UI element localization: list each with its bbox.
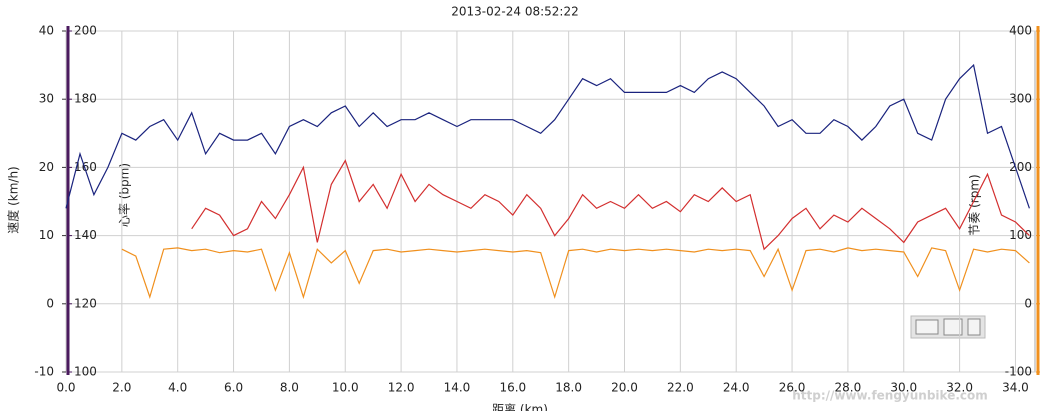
- y3-tick-label: 400: [1009, 24, 1032, 38]
- help-button[interactable]: [943, 318, 963, 336]
- y-tick-label: 10: [39, 228, 54, 242]
- y-tick-label: 0: [46, 296, 54, 310]
- keyboard-button[interactable]: [915, 319, 939, 335]
- series-line: [65, 63, 1030, 209]
- y2-tick-label: 180: [74, 92, 97, 106]
- y-tick-label: -10: [34, 365, 54, 379]
- x-tick-label: 22.0: [667, 381, 694, 395]
- watermark: http://www.fengyunbike.com: [792, 389, 988, 403]
- x-tick-label: 20.0: [611, 381, 638, 395]
- x-tick-label: 28.0: [835, 381, 862, 395]
- series-line: [191, 159, 1030, 251]
- x-tick-label: 8.0: [280, 381, 299, 395]
- y2-tick-label: 160: [74, 160, 97, 174]
- chart-title: 2013-02-24 08:52:22: [451, 5, 578, 19]
- x-axis-label: 距离 (km): [492, 402, 548, 411]
- y3-tick-label: 300: [1009, 92, 1032, 106]
- y3-axis-label: 节奏 (rpm): [968, 174, 982, 235]
- x-tick-label: 0.0: [56, 381, 75, 395]
- x-tick-label: 16.0: [499, 381, 526, 395]
- y2-axis-label: 心率 (bpm): [117, 163, 132, 227]
- x-tick-label: 6.0: [224, 381, 243, 395]
- x-tick-label: 10.0: [332, 381, 359, 395]
- toolbar: [910, 315, 986, 339]
- x-tick-label: 12.0: [388, 381, 415, 395]
- x-tick-label: 4.0: [168, 381, 187, 395]
- x-tick-label: 30.0: [890, 381, 917, 395]
- y2-tick-label: 200: [74, 24, 97, 38]
- y-axis-label: 速度 (km/h): [6, 166, 21, 233]
- y2-tick-label: 120: [74, 296, 97, 310]
- x-tick-label: 14.0: [444, 381, 471, 395]
- menu-button[interactable]: [967, 318, 981, 336]
- series-line: [121, 247, 1030, 300]
- y3-tick-label: -100: [1005, 365, 1032, 379]
- y2-tick-label: 100: [74, 365, 97, 379]
- y3-tick-label: 200: [1009, 160, 1032, 174]
- x-tick-label: 26.0: [779, 381, 806, 395]
- x-tick-label: 34.0: [1002, 381, 1029, 395]
- y3-tick-label: 0: [1024, 296, 1032, 310]
- x-tick-label: 18.0: [555, 381, 582, 395]
- x-tick-label: 32.0: [946, 381, 973, 395]
- y-tick-label: 40: [39, 24, 54, 38]
- y3-tick-label: 100: [1009, 228, 1032, 242]
- y-tick-label: 20: [39, 160, 54, 174]
- y2-tick-label: 140: [74, 228, 97, 242]
- x-tick-label: 24.0: [723, 381, 750, 395]
- y-tick-label: 30: [39, 92, 54, 106]
- x-tick-label: 2.0: [112, 381, 131, 395]
